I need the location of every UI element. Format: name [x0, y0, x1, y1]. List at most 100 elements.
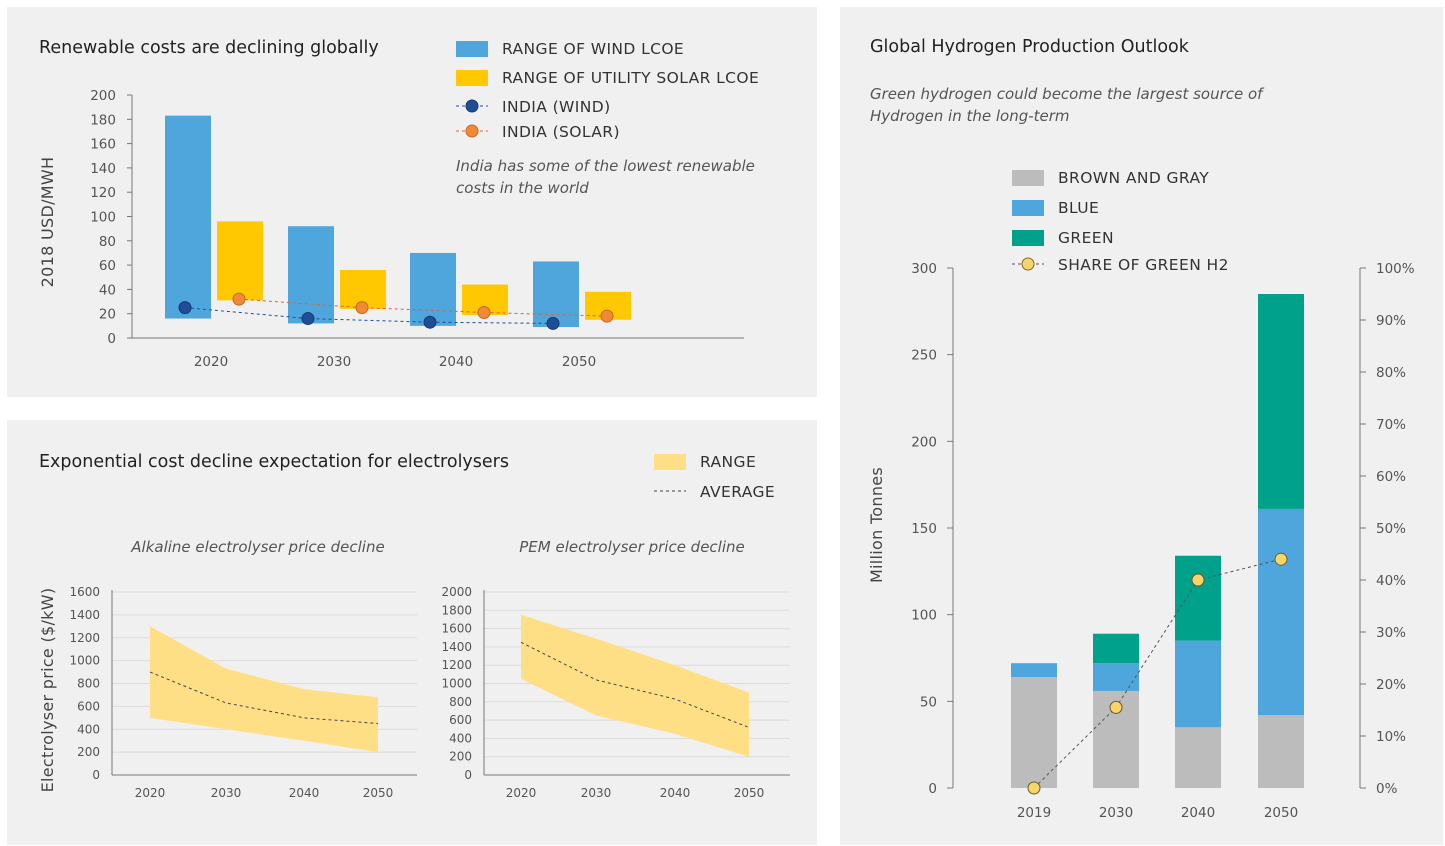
range-band [150, 626, 378, 753]
average-line [149, 671, 379, 725]
y-tick-label: 60 [99, 258, 116, 274]
y-tick-label: 100 [911, 608, 937, 624]
india-solar-line [238, 298, 608, 317]
india-wind-point [178, 301, 192, 315]
range-band [521, 614, 749, 757]
y-tick-label: 200 [911, 434, 937, 450]
y-tick-label: 1200 [69, 631, 100, 645]
legend-label-india-wind: INDIA (WIND) [502, 98, 611, 116]
brown-gray-bar [1011, 677, 1057, 788]
y2-tick-label: 90% [1376, 313, 1406, 329]
y-tick-label: 600 [77, 699, 100, 713]
y-tick-label: 150 [911, 521, 937, 537]
electrolyser-chart: Exponential cost decline expectation for… [38, 452, 790, 800]
wind-range-bar [410, 252, 456, 326]
legend-swatch-brown-gray [1012, 170, 1044, 186]
y-tick-label: 600 [449, 713, 472, 727]
share-green-point [1027, 781, 1041, 795]
y2-tick-label: 70% [1376, 417, 1406, 433]
india-solar-point [355, 301, 369, 315]
x-tick-label: 2020 [135, 786, 166, 800]
pem-subtitle: PEM electrolyser price decline [519, 538, 745, 556]
legend-label-share: SHARE OF GREEN H2 [1058, 256, 1229, 274]
y-tick-label: 0 [107, 331, 116, 347]
x-tick-label: 2040 [289, 786, 320, 800]
legend-swatch-wind [456, 41, 488, 57]
blue-bar [1258, 508, 1304, 716]
green-bar [1175, 555, 1221, 641]
x-tick-label: 2019 [1017, 805, 1051, 821]
y2-tick-label: 30% [1376, 625, 1406, 641]
blue-bar [1011, 663, 1057, 678]
y-tick-label: 1400 [69, 608, 100, 622]
x-tick-label: 2050 [363, 786, 394, 800]
y2-tick-label: 20% [1376, 677, 1406, 693]
x-tick-label: 2050 [1264, 805, 1298, 821]
y-tick-label: 0 [464, 768, 472, 782]
y-tick-label: 0 [92, 768, 100, 782]
y2-tick-label: 0% [1376, 781, 1398, 797]
y-tick-label: 1000 [69, 654, 100, 668]
brown-gray-bar [1258, 715, 1304, 788]
x-tick-label: 2040 [1181, 805, 1215, 821]
india-solar-point [600, 309, 614, 323]
y-tick-label: 1400 [441, 640, 472, 654]
y-axis-label: 2018 USD/MWH [38, 157, 57, 288]
y-tick-label: 200 [77, 745, 100, 759]
y-tick-label: 2000 [441, 585, 472, 599]
legend-marker-india-wind [465, 99, 479, 113]
y-tick-label: 250 [911, 348, 937, 364]
subtitle-line-1: Green hydrogen could become the largest … [870, 85, 1265, 103]
wind-range-bar [288, 226, 334, 324]
subtitle-line-1: India has some of the lowest renewable [456, 157, 755, 175]
y-tick-label: 40 [99, 282, 116, 298]
alkaline-subtitle: Alkaline electrolyser price decline [130, 538, 384, 556]
pem-plot: 0 200 400 600 800 1000 1200 1400 1600 1800 2000 202… [441, 585, 790, 800]
y-tick-label: 160 [90, 137, 116, 153]
x-tick-label: 2020 [506, 786, 537, 800]
chart-title: Renewable costs are declining globally [39, 38, 379, 58]
wind-range-bar [165, 115, 211, 319]
renewable-costs-panel: Renewable costs are declining globally R… [7, 7, 817, 397]
green-bar [1093, 633, 1139, 664]
electrolyser-panel: Exponential cost decline expectation for… [7, 420, 817, 845]
x-tick-label: 2030 [317, 354, 351, 370]
blue-bar [1175, 640, 1221, 728]
y-tick-label: 1000 [441, 677, 472, 691]
india-wind-point [301, 312, 315, 326]
chart-title: Global Hydrogen Production Outlook [870, 37, 1190, 57]
y-tick-label: 300 [911, 261, 937, 277]
x-tick-label: 2040 [439, 354, 473, 370]
x-tick-label: 2030 [211, 786, 242, 800]
y-tick-label: 80 [99, 234, 116, 250]
hydrogen-chart: Global Hydrogen Production Outlook Green… [867, 37, 1415, 821]
india-solar-point [232, 292, 246, 306]
x-tick-label: 2030 [1099, 805, 1133, 821]
y-tick-label: 200 [449, 750, 472, 764]
blue-bar [1093, 663, 1139, 691]
y-tick-label: 400 [77, 722, 100, 736]
wind-range-bar [533, 261, 579, 328]
y-tick-label: 100 [90, 210, 116, 226]
y-tick-label: 20 [99, 307, 116, 323]
x-tick-label: 2050 [734, 786, 765, 800]
renewable-costs-chart: Renewable costs are declining globally R… [38, 38, 759, 370]
legend-marker-india-solar [465, 124, 479, 138]
y-tick-label: 1800 [441, 603, 472, 617]
legend-label-blue: BLUE [1058, 199, 1099, 217]
green-bar [1258, 294, 1304, 509]
legend-label-brown-gray: BROWN AND GRAY [1058, 169, 1209, 187]
y-axis-label: Electrolyser price ($/kW) [38, 588, 57, 793]
india-wind-point [423, 315, 437, 329]
y2-tick-label: 100% [1376, 261, 1415, 277]
y-tick-label: 120 [90, 185, 116, 201]
y-tick-label: 180 [90, 112, 116, 128]
y2-tick-label: 60% [1376, 469, 1406, 485]
y-tick-label: 800 [77, 677, 100, 691]
india-wind-line [184, 307, 554, 324]
y2-tick-label: 40% [1376, 573, 1406, 589]
legend-swatch-green [1012, 230, 1044, 246]
alkaline-plot: 0 200 400 600 800 1000 1200 1400 1600 2020 2030 204… [69, 585, 417, 800]
legend-label-solar: RANGE OF UTILITY SOLAR LCOE [502, 69, 759, 87]
